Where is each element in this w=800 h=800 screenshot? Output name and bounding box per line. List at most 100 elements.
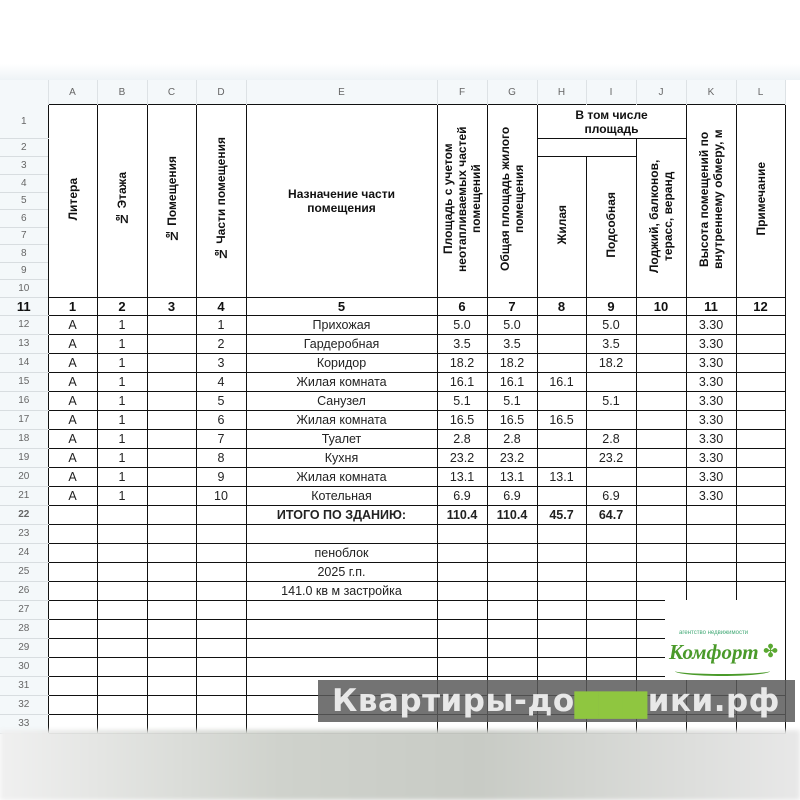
cell-f[interactable]: 23.2 — [436, 447, 488, 468]
corner-cell[interactable] — [0, 80, 49, 105]
cell-a[interactable] — [47, 675, 98, 696]
column-number-cell[interactable]: 3 — [146, 296, 197, 316]
cell-h[interactable] — [536, 523, 587, 544]
cell-b[interactable] — [96, 599, 148, 620]
cell-h[interactable]: 13.1 — [536, 466, 587, 487]
row-header[interactable]: 17 — [0, 410, 48, 430]
cell-a[interactable] — [47, 580, 98, 601]
cell-a[interactable]: А — [47, 447, 98, 468]
cell-l[interactable] — [735, 561, 786, 582]
cell-k[interactable] — [685, 580, 737, 601]
cell-b[interactable]: 1 — [96, 333, 148, 354]
cell-j[interactable] — [635, 409, 687, 430]
row-header[interactable]: 5 — [0, 192, 48, 210]
cell-h[interactable] — [536, 352, 587, 373]
row-header[interactable]: 23 — [0, 524, 48, 544]
cell-a[interactable] — [47, 542, 98, 563]
cell-a[interactable] — [47, 523, 98, 544]
cell-g[interactable]: 23.2 — [486, 447, 538, 468]
total-label[interactable]: ИТОГО ПО ЗДАНИЮ: — [245, 504, 438, 525]
cell-f[interactable]: 16.1 — [436, 371, 488, 392]
column-header-E[interactable]: E — [246, 80, 438, 105]
cell-l[interactable] — [735, 523, 786, 544]
cell-f[interactable]: 2.8 — [436, 428, 488, 449]
cell-b[interactable] — [96, 542, 148, 563]
cell-c[interactable] — [146, 542, 197, 563]
cell-h[interactable] — [536, 637, 587, 658]
cell-b[interactable] — [96, 523, 148, 544]
cell-j[interactable] — [635, 352, 687, 373]
cell-e[interactable]: Кухня — [245, 447, 438, 468]
row-header[interactable]: 19 — [0, 448, 48, 468]
row-header[interactable]: 8 — [0, 244, 48, 263]
row-header[interactable]: 15 — [0, 372, 48, 392]
cell-j[interactable] — [635, 371, 687, 392]
cell-f[interactable] — [436, 656, 488, 677]
cell-i[interactable] — [585, 409, 637, 430]
cell-c[interactable] — [146, 561, 197, 582]
column-header-A[interactable]: A — [48, 80, 98, 105]
cell-e[interactable]: Жилая комната — [245, 409, 438, 430]
cell-a[interactable] — [47, 656, 98, 677]
header-total-living[interactable]: Общая площадь жилого помещения — [486, 104, 538, 298]
cell-b[interactable] — [96, 637, 148, 658]
cell-i[interactable] — [585, 371, 637, 392]
cell-c[interactable] — [146, 485, 197, 506]
header-note[interactable]: Примечание — [735, 104, 786, 298]
cell-g[interactable] — [486, 542, 538, 563]
cell-l[interactable] — [735, 542, 786, 563]
cell-h[interactable] — [536, 447, 587, 468]
cell-l[interactable] — [735, 466, 786, 487]
cell-i[interactable] — [585, 466, 637, 487]
row-header[interactable]: 31 — [0, 676, 48, 696]
cell-e[interactable]: Жилая комната — [245, 371, 438, 392]
cell-j[interactable] — [635, 428, 687, 449]
row-header[interactable]: 16 — [0, 391, 48, 411]
cell-c[interactable] — [146, 656, 197, 677]
header-incl[interactable]: В том числе площадь — [536, 104, 687, 139]
cell-b[interactable]: 1 — [96, 409, 148, 430]
cell-e[interactable]: 141.0 кв м застройка — [245, 580, 438, 601]
row-header[interactable]: 18 — [0, 429, 48, 449]
cell-h[interactable] — [536, 314, 587, 335]
cell-g[interactable]: 16.5 — [486, 409, 538, 430]
cell-h[interactable] — [536, 333, 587, 354]
cell-f[interactable]: 5.0 — [436, 314, 488, 335]
cell-k[interactable]: 3.30 — [685, 371, 737, 392]
column-number-cell[interactable]: 7 — [486, 296, 538, 316]
cell-f[interactable]: 13.1 — [436, 466, 488, 487]
cell-a[interactable]: А — [47, 390, 98, 411]
cell-e[interactable]: Санузел — [245, 390, 438, 411]
cell-a[interactable]: А — [47, 371, 98, 392]
cell-b[interactable]: 1 — [96, 371, 148, 392]
cell-e[interactable] — [245, 599, 438, 620]
cell-f[interactable] — [436, 542, 488, 563]
cell-i[interactable] — [585, 618, 637, 639]
cell-l[interactable] — [735, 314, 786, 335]
row-header[interactable]: 9 — [0, 262, 48, 280]
cell-j[interactable] — [635, 504, 687, 525]
cell-k[interactable]: 3.30 — [685, 485, 737, 506]
total-f[interactable]: 110.4 — [436, 504, 488, 525]
cell-g[interactable]: 16.1 — [486, 371, 538, 392]
cell-a[interactable] — [47, 694, 98, 715]
cell-d[interactable]: 2 — [195, 333, 247, 354]
cell-e[interactable] — [245, 618, 438, 639]
cell-l[interactable] — [735, 409, 786, 430]
row-header[interactable]: 20 — [0, 467, 48, 487]
row-header[interactable]: 1 — [0, 104, 48, 139]
header-floor[interactable]: № Этажа — [96, 104, 148, 298]
cell-e[interactable]: Котельная — [245, 485, 438, 506]
cell-g[interactable]: 6.9 — [486, 485, 538, 506]
cell-h[interactable]: 16.5 — [536, 409, 587, 430]
cell-i[interactable]: 3.5 — [585, 333, 637, 354]
cell-b[interactable] — [96, 580, 148, 601]
cell-k[interactable] — [685, 504, 737, 525]
header-living[interactable]: Жилая — [536, 156, 587, 298]
cell-c[interactable] — [146, 580, 197, 601]
cell-g[interactable]: 5.1 — [486, 390, 538, 411]
header-height[interactable]: Высота помещений по внутреннему обмеру, … — [685, 104, 737, 298]
cell-g[interactable]: 18.2 — [486, 352, 538, 373]
header-area-with[interactable]: Площадь с учетом неотапливаемых частей п… — [436, 104, 488, 298]
cell-i[interactable]: 18.2 — [585, 352, 637, 373]
